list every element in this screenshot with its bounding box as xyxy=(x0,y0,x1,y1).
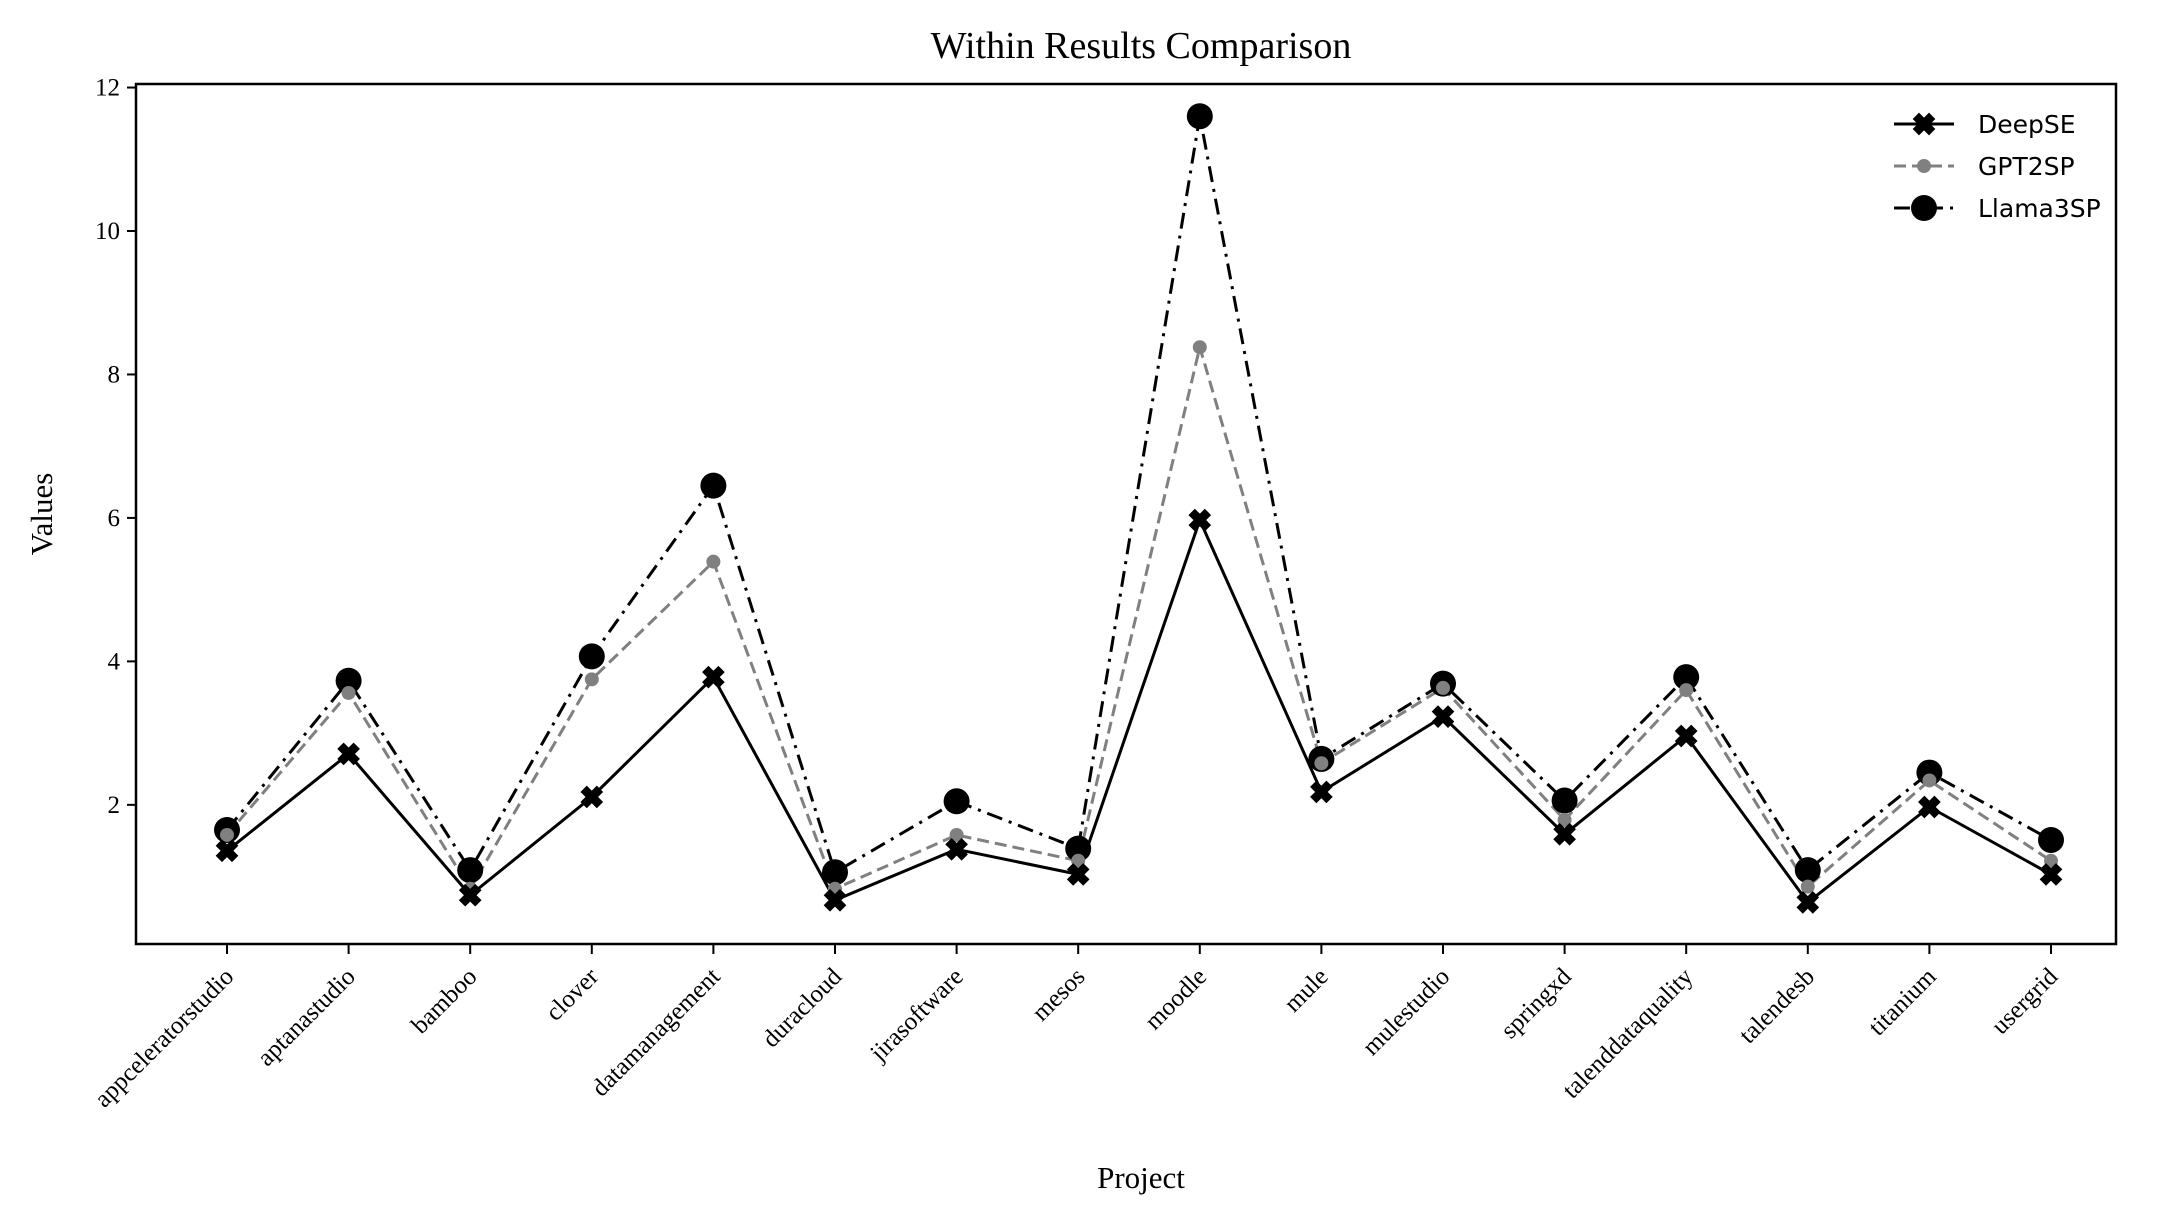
x-tick-label: jirasoftware xyxy=(865,963,969,1067)
legend-marker-deepse xyxy=(1912,112,1936,136)
data-point-llama3sp xyxy=(578,643,605,670)
legend-label-deepse: DeepSE xyxy=(1978,110,2076,139)
legend-label-gpt2sp: GPT2SP xyxy=(1978,152,2075,181)
data-point-deepse xyxy=(823,888,847,912)
data-point-deepse xyxy=(702,665,725,689)
data-point-gpt2sp xyxy=(220,827,234,842)
data-point-llama3sp xyxy=(2038,826,2064,853)
y-tick-label: 12 xyxy=(95,75,120,102)
y-tick-label: 10 xyxy=(95,218,120,245)
data-point-deepse xyxy=(458,883,482,907)
legend: DeepSE GPT2SP Llama3SP xyxy=(1894,110,2101,223)
x-tick-label: datamanagement xyxy=(587,963,726,1102)
data-point-deepse xyxy=(1553,822,1576,846)
data-point-gpt2sp xyxy=(706,554,721,569)
x-tick-label: mule xyxy=(1279,963,1333,1017)
data-point-deepse xyxy=(215,839,239,863)
data-point-llama3sp xyxy=(943,788,970,815)
y-tick-label: 4 xyxy=(108,648,121,675)
x-tick-label: usergrid xyxy=(1987,963,2064,1040)
series-line-llama3sp xyxy=(225,114,2052,874)
data-point-gpt2sp xyxy=(2044,853,2058,868)
data-point-llama3sp xyxy=(700,472,727,499)
x-tick-label: appceleratorstudio xyxy=(90,963,240,1113)
data-point-gpt2sp xyxy=(1922,773,1937,788)
data-point-gpt2sp xyxy=(1314,756,1329,771)
plot-area-frame xyxy=(134,82,2118,946)
data-point-gpt2sp xyxy=(1071,853,1086,868)
y-tick-label: 8 xyxy=(108,361,121,388)
data-point-llama3sp xyxy=(457,857,484,884)
x-tick-label: talendesb xyxy=(1734,963,1820,1049)
x-axis: appceleratorstudio aptanastudio bamboo clov… xyxy=(90,944,2064,1113)
data-point-deepse xyxy=(1796,891,1820,914)
data-point-llama3sp xyxy=(1673,664,1700,691)
y-axis: 2 4 6 8 10 12 xyxy=(95,75,136,819)
data-point-llama3sp xyxy=(335,667,362,694)
y-tick-label: 6 xyxy=(108,505,121,532)
data-point-deepse xyxy=(1431,705,1455,728)
legend-marker-llama3sp xyxy=(1911,195,1937,221)
data-point-gpt2sp xyxy=(1192,340,1207,355)
x-tick-label: mulestudio xyxy=(1358,963,1456,1061)
x-tick-label: springxd xyxy=(1496,963,1577,1044)
data-point-deepse xyxy=(2039,863,2063,886)
data-point-llama3sp xyxy=(822,859,848,886)
chart-title: Within Results Comparison xyxy=(931,25,1352,67)
x-tick-label: bamboo xyxy=(406,963,482,1039)
x-tick-label: clover xyxy=(541,963,605,1027)
series-line-gpt2sp xyxy=(225,345,2052,891)
data-point-deepse xyxy=(580,785,604,809)
x-tick-label: aptanastudio xyxy=(252,963,360,1071)
data-point-deepse xyxy=(1066,863,1090,886)
legend-marker-gpt2sp xyxy=(1917,159,1931,173)
x-tick-label: mesos xyxy=(1027,963,1090,1026)
data-point-deepse xyxy=(1188,508,1212,532)
legend-label-llama3sp: Llama3SP xyxy=(1978,194,2101,223)
x-tick-label: moodle xyxy=(1140,963,1212,1035)
x-tick-label: duracloud xyxy=(757,963,847,1053)
data-point-gpt2sp xyxy=(1800,879,1815,894)
data-point-deepse xyxy=(337,742,360,766)
data-point-llama3sp xyxy=(1551,787,1578,814)
data-point-gpt2sp xyxy=(341,685,356,700)
data-point-deepse xyxy=(1674,724,1698,748)
data-point-deepse xyxy=(1918,795,1941,819)
y-tick-label: 2 xyxy=(108,792,121,819)
data-point-deepse xyxy=(945,837,968,861)
series-line-deepse xyxy=(226,518,2052,904)
data-point-gpt2sp xyxy=(584,672,599,687)
series-layer xyxy=(214,103,2064,914)
data-point-llama3sp xyxy=(1065,835,1092,862)
y-axis-label: Values xyxy=(24,473,59,556)
x-axis-label: Project xyxy=(1097,1160,1185,1195)
data-point-llama3sp xyxy=(1794,857,1821,884)
x-tick-label: talenddataquality xyxy=(1558,963,1699,1104)
data-point-gpt2sp xyxy=(1679,683,1694,698)
x-tick-label: titanium xyxy=(1864,963,1942,1041)
data-point-llama3sp xyxy=(1186,103,1213,130)
data-point-deepse xyxy=(1310,780,1333,804)
data-point-gpt2sp xyxy=(1436,680,1450,695)
data-point-gpt2sp xyxy=(949,827,964,842)
data-point-gpt2sp xyxy=(1557,812,1572,827)
